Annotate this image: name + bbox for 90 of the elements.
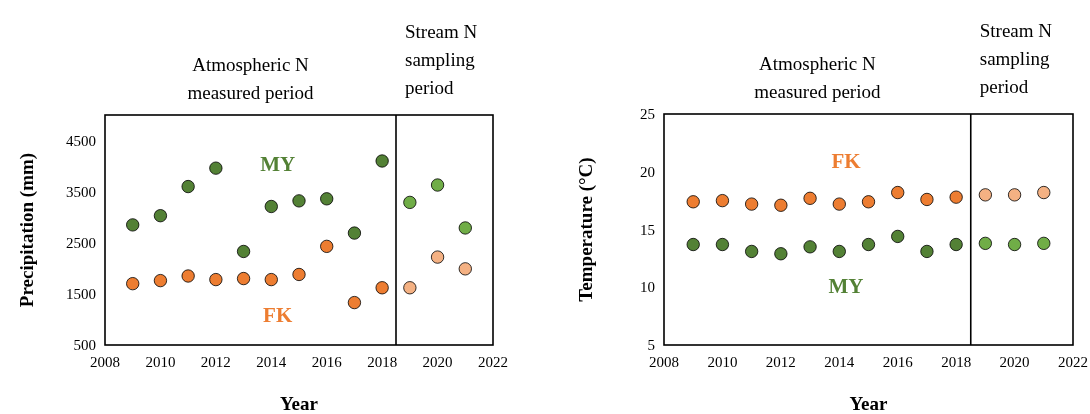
x-axis-title: Year <box>849 393 889 414</box>
point <box>832 197 846 211</box>
point <box>1007 188 1022 202</box>
point <box>320 192 334 206</box>
point <box>153 274 168 288</box>
point <box>403 281 417 295</box>
series-label: FK <box>831 149 862 174</box>
point <box>1007 237 1022 252</box>
point <box>949 237 963 252</box>
point <box>292 194 306 208</box>
point <box>264 272 278 287</box>
y-tick-label: 25 <box>640 106 655 122</box>
point <box>891 229 905 244</box>
point <box>236 244 251 259</box>
point <box>458 262 472 276</box>
text: Atmospheric N measured period <box>187 54 315 103</box>
y-tick-label: 5 <box>647 337 655 353</box>
y-tick-label: 3500 <box>66 183 96 200</box>
x-tick-label: 2018 <box>941 354 972 370</box>
point <box>126 218 140 232</box>
x-axis-title: Year <box>280 393 319 414</box>
point <box>181 179 195 194</box>
point <box>375 154 389 168</box>
y-tick-label: 15 <box>640 221 655 238</box>
x-tick-label: 2008 <box>90 354 120 370</box>
point <box>403 195 417 209</box>
text: Stream N sampling period <box>979 20 1053 97</box>
text: Atmospheric N measured period <box>754 53 881 102</box>
x-tick-label: 2022 <box>478 354 508 370</box>
point <box>153 209 168 223</box>
x-tick-label: 2020 <box>422 354 453 370</box>
point <box>891 185 905 200</box>
point <box>292 267 306 282</box>
series-label: MY <box>260 151 296 176</box>
x-tick-label: 2016 <box>311 354 343 370</box>
y-axis-title: Precipitation (mm) <box>16 152 38 308</box>
point <box>745 197 759 211</box>
x-tick-label: 2012 <box>200 354 231 370</box>
y-tick-label: 2500 <box>66 234 96 251</box>
series-label: FK <box>263 302 293 327</box>
point <box>458 221 472 235</box>
y-axis-title: Temperature (°C) <box>575 157 597 302</box>
x-tick-label: 2016 <box>882 354 914 370</box>
point <box>745 244 759 259</box>
y-tick-label: 10 <box>640 279 655 296</box>
point <box>686 237 700 252</box>
point <box>715 194 730 208</box>
point <box>920 244 934 259</box>
x-tick-label: 2022 <box>1058 354 1088 370</box>
point <box>264 199 278 214</box>
point <box>920 192 934 207</box>
point <box>861 195 876 209</box>
x-tick-label: 2008 <box>649 354 679 370</box>
series-label: MY <box>828 274 864 299</box>
point <box>347 226 362 240</box>
point <box>430 178 445 192</box>
point <box>375 281 389 295</box>
point <box>715 237 730 252</box>
point <box>803 240 817 254</box>
y-tick-label: 4500 <box>66 132 96 149</box>
point <box>1037 185 1051 200</box>
y-tick-label: 500 <box>73 337 96 353</box>
point <box>978 188 992 202</box>
point <box>861 237 876 252</box>
point <box>686 195 700 209</box>
x-tick-label: 2010 <box>145 354 176 370</box>
point <box>774 198 788 212</box>
x-tick-label: 2014 <box>256 354 287 370</box>
point <box>803 191 817 205</box>
point <box>209 161 223 175</box>
point <box>209 272 223 287</box>
point <box>949 190 963 204</box>
x-tick-label: 2012 <box>765 354 796 370</box>
point <box>320 239 334 253</box>
point <box>774 247 788 261</box>
y-tick-label: 1500 <box>66 285 96 302</box>
point <box>126 277 140 291</box>
point <box>1037 236 1051 250</box>
point <box>430 250 445 264</box>
x-tick-label: 2020 <box>999 354 1030 370</box>
point <box>978 236 992 250</box>
point <box>832 244 846 259</box>
x-tick-label: 2014 <box>824 354 855 370</box>
y-tick-label: 20 <box>640 163 655 180</box>
text: Stream N sampling period <box>405 21 478 98</box>
point <box>181 269 195 283</box>
point <box>236 271 251 286</box>
x-tick-label: 2010 <box>707 354 738 370</box>
x-tick-label: 2018 <box>367 354 398 370</box>
point <box>347 295 362 310</box>
